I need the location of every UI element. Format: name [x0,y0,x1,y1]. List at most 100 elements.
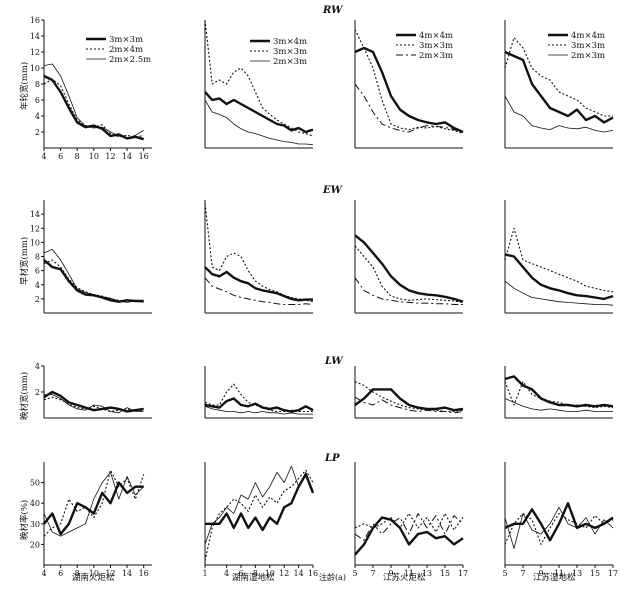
y-tick-label: 50 [30,479,40,488]
series-line-3 [204,405,313,415]
x-tick-label: 8 [75,152,80,161]
x-tick-label: 14 [122,569,132,578]
series-line-1 [205,473,315,532]
panel-LP-江苏湿地松: 5 7 9 11 13 15 17 [502,462,618,578]
age-label: 注龄(a) [319,572,346,582]
series-line-2 [354,245,464,303]
panel-EW-江苏火炬松 [354,200,464,314]
x-tick-label: 12 [105,569,115,578]
x-tick-label: 1 [202,569,207,578]
series-line-3 [43,63,144,139]
series-line-1 [504,502,614,542]
x-tick-label: 7 [520,569,525,578]
legend-label: 2m×3m [419,51,453,61]
series-line-1 [354,46,464,134]
series-line-2 [504,381,614,409]
series-line-2 [504,512,614,545]
y-tick-label: 8 [35,80,40,89]
row-title-lp: LP [324,453,340,464]
series-line-2 [204,203,314,303]
row-title-ew: EW [322,185,344,196]
x-tick-label: 10 [265,569,275,578]
y-tick-label: 16 [30,16,40,25]
series-line-3 [43,471,144,537]
x-tick-label: 7 [370,569,375,578]
y-tick-label: 40 [30,499,40,508]
x-tick-label: 16 [139,152,149,161]
series-line-3 [504,280,614,306]
row-title-rw: RW [322,5,344,16]
legend-label: 4m×4m [571,31,605,41]
series-line-3 [354,396,464,414]
x-tick-label: 16 [308,569,318,578]
panel-LW-湖南湿地松 [204,366,314,419]
ylabel-ew: 早材宽(mm) [19,237,30,285]
series-line-2 [204,383,313,413]
series-line-1 [354,234,464,303]
y-tick-label: 12 [30,48,40,57]
series-line-1 [43,481,144,536]
x-tick-label: 17 [608,569,618,578]
x-tick-label: 15 [590,569,600,578]
x-tick-label: 14 [294,569,304,578]
y-tick-label: 4 [35,112,40,121]
series-line-1 [204,397,314,413]
y-tick-label: 10 [30,64,40,73]
xlabel-hunan-loblolly: 湖南火炬松 [72,572,115,583]
series-line-3 [504,398,613,412]
x-tick-label: 4 [224,569,229,578]
y-tick-label: 8 [35,253,40,262]
series-line-1 [43,259,144,303]
y-tick-label: 20 [30,540,40,549]
y-tick-label: 6 [35,96,40,105]
series-line-1 [504,50,614,124]
panel-LW-江苏湿地松 [504,366,614,419]
x-tick-label: 13 [422,569,432,578]
panel-LP-江苏火炬松: 5 7 9 11 13 15 17 [352,462,468,578]
x-tick-label: 11 [404,569,414,578]
series-line-3 [354,83,464,133]
series-line-1 [354,516,464,556]
series-line-1 [43,74,145,141]
y-tick-label: 14 [30,32,40,41]
legend-label: 3m×4m [273,37,307,47]
series-line-3 [204,277,314,305]
legend-label: 3m×3m [419,41,453,51]
series-line-1 [204,91,314,134]
y-tick-label: 2 [35,295,40,304]
legend-label: 3m×3m [109,35,143,45]
series-line-2 [204,19,314,137]
series-line-2 [43,78,144,139]
y-tick-label: 10 [30,238,40,247]
panel-LW-江苏火炬松 [354,366,464,419]
x-tick-label: 6 [58,569,63,578]
x-tick-label: 5 [352,569,357,578]
y-tick-label: 2 [35,128,40,137]
x-tick-label: 14 [122,152,132,161]
series-line-1 [354,388,464,412]
panel-LP-湖南火炬松: 20 30 40 50 4 6 8 10 12 14 16 [30,462,152,578]
x-tick-label: 4 [41,152,46,161]
panel-EW-江苏湿地松 [504,200,614,314]
x-tick-label: 8 [253,569,258,578]
series-line-2 [504,37,613,117]
x-tick-label: 11 [554,569,564,578]
panel-EW-湖南火炬松: 2 4 6 8 10 12 14 [30,200,152,314]
series-line-3 [504,506,614,549]
panel-EW-湖南湿地松 [204,200,314,314]
legend-label: 2m×4m [109,45,143,55]
xlabel-jiangsu-slash: 江苏湿地松 [533,572,576,583]
x-tick-label: 6 [58,152,63,161]
series-line-3 [204,465,314,545]
x-tick-label: 4 [41,569,46,578]
series-line-3 [44,394,144,414]
ylabel-lp: 晚材率(%) [19,500,30,540]
panel-LP-湖南湿地松: 1 4 6 8 10 12 14 16 [202,462,318,578]
series-line-3 [43,248,144,303]
x-tick-label: 10 [89,152,99,161]
x-tick-label: 9 [388,569,393,578]
series-line-1 [504,375,614,408]
x-tick-label: 12 [105,152,115,161]
